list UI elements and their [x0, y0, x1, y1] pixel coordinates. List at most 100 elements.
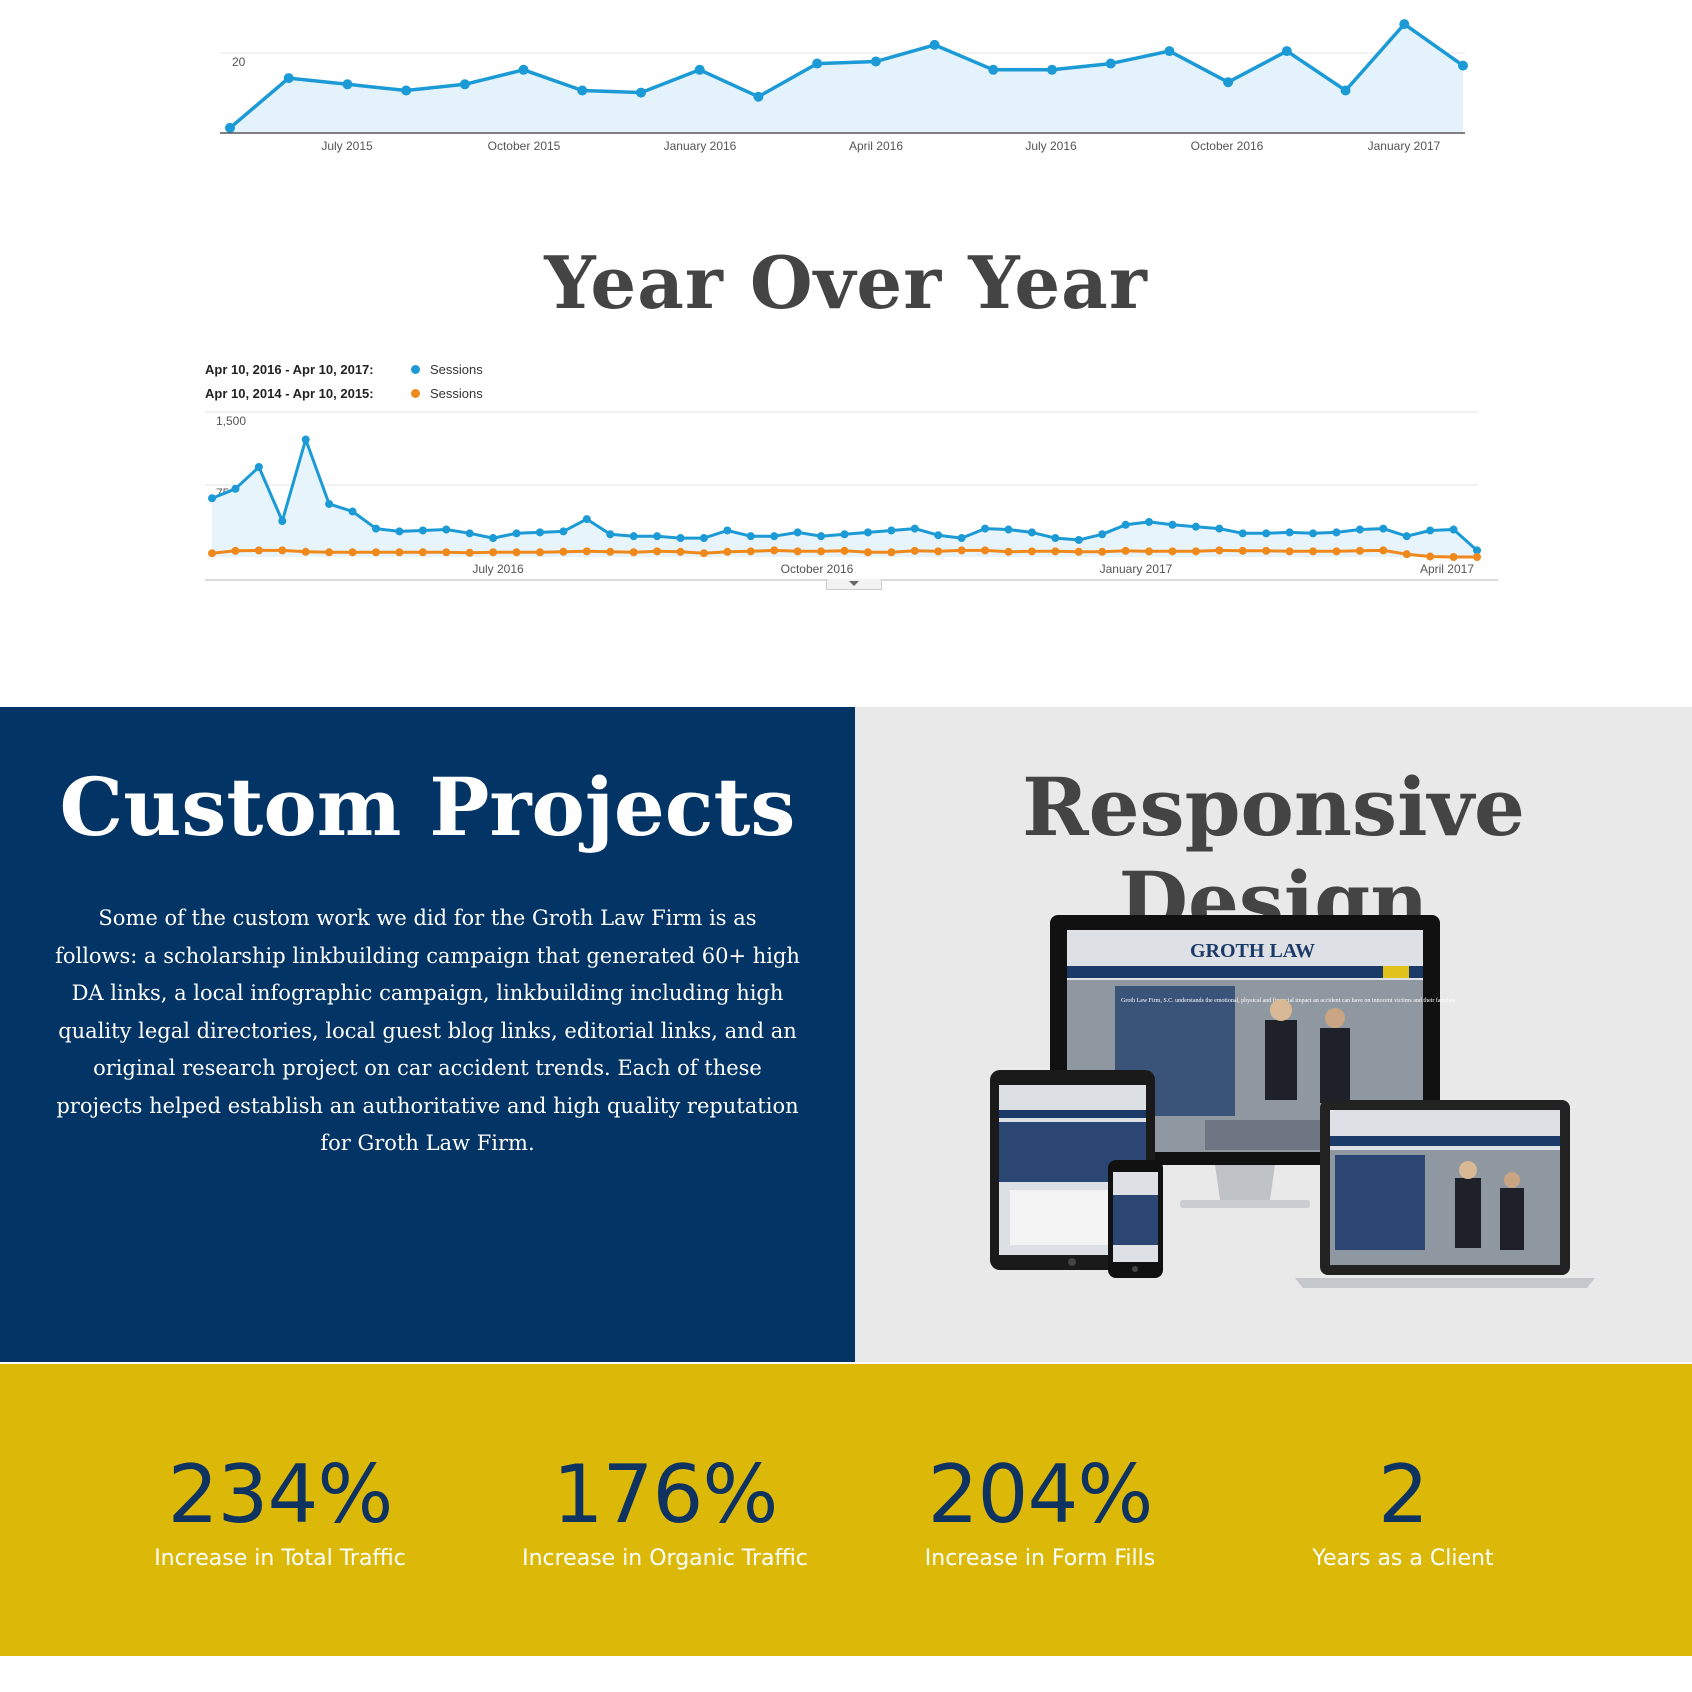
top-chart-point: [1105, 58, 1116, 69]
yoy-current-point: [887, 526, 896, 535]
yoy-previous-point: [606, 547, 615, 556]
top-chart-point: [577, 85, 588, 96]
yoy-previous-point: [1074, 547, 1083, 556]
top-chart-point: [1340, 85, 1351, 96]
yoy-current-point: [723, 526, 732, 535]
top-chart-point: [870, 56, 881, 67]
chart-expand-handle[interactable]: [826, 579, 882, 590]
yoy-current-point: [535, 528, 544, 537]
legend-label: Sessions: [430, 361, 483, 377]
stat-label: Years as a Client: [1312, 1546, 1494, 1571]
yoy-current-point: [1355, 525, 1364, 534]
yoy-previous-point: [301, 547, 310, 556]
legend-range: Apr 10, 2014 - Apr 10, 2015:: [205, 385, 374, 401]
yoy-current-point: [1309, 529, 1318, 538]
legend-label: Sessions: [430, 385, 483, 401]
yoy-current-point: [395, 527, 404, 536]
yoy-previous-point: [1004, 547, 1013, 556]
yoy-current-point: [1027, 528, 1036, 537]
yoy-current-point: [840, 530, 849, 539]
stat-label: Increase in Organic Traffic: [522, 1546, 808, 1571]
yoy-previous-point: [582, 547, 591, 556]
yoy-current-point: [653, 532, 662, 541]
top-chart-point: [1281, 46, 1292, 57]
yoy-previous-point: [465, 548, 474, 557]
top-chart-point: [636, 87, 646, 98]
year-over-year-heading: Year Over Year: [544, 240, 1148, 325]
desktop-screen-text: Groth Law Firm, S.C. understands the emo…: [1121, 997, 1456, 1004]
yoy-current-point: [1402, 532, 1411, 541]
top-chart-point: [518, 64, 529, 75]
stat-total-traffic: 234% Increase in Total Traffic: [90, 1448, 470, 1572]
top-chart-point: [812, 58, 823, 69]
stat-number: 234%: [167, 1448, 394, 1541]
top-chart-point: [1047, 64, 1057, 75]
yoy-previous-point: [934, 547, 943, 556]
top-chart-point: [1223, 77, 1234, 88]
yoy-previous-point: [723, 547, 732, 556]
stat-form-fills: 204% Increase in Form Fills: [850, 1450, 1230, 1572]
yoy-current-point: [934, 531, 943, 540]
top-chart-x-tick: October 2016: [1191, 139, 1264, 153]
yoy-previous-point: [1285, 547, 1294, 556]
yoy-current-point: [1145, 517, 1154, 526]
yoy-previous-point: [371, 548, 380, 557]
yoy-previous-point: [957, 546, 966, 555]
yoy-current-point: [418, 526, 427, 535]
top-chart-point: [929, 39, 940, 50]
yoy-previous-point: [887, 548, 896, 557]
yoy-current-point: [1215, 524, 1224, 533]
results-stats-band: [0, 1364, 1692, 1656]
yoy-current-point: [629, 532, 638, 541]
yoy-current-point: [676, 534, 685, 543]
phone-icon: [1108, 1160, 1163, 1278]
chevron-down-icon: [849, 581, 859, 586]
yoy-previous-point: [535, 548, 544, 557]
yoy-current-point: [278, 517, 287, 526]
top-chart-point: [694, 64, 705, 75]
yoy-previous-point: [653, 547, 662, 556]
legend-dot-blue-icon: [411, 364, 420, 374]
yoy-previous-point: [981, 546, 990, 555]
yoy-current-point: [442, 525, 451, 534]
yoy-previous-point: [676, 547, 685, 556]
yoy-previous-point: [1449, 553, 1458, 561]
top-chart-x-tick: April 2016: [849, 139, 903, 153]
stat-label: Increase in Total Traffic: [154, 1546, 406, 1571]
yoy-previous-point: [1121, 546, 1130, 555]
yoy-current-point: [1262, 529, 1271, 538]
yoy-previous-point: [442, 548, 451, 557]
yoy-current-point: [254, 463, 263, 472]
yoy-current-point: [301, 435, 310, 444]
yoy-chart-area: [212, 439, 1477, 557]
yoy-previous-point: [348, 548, 357, 557]
top-chart-x-tick: January 2016: [664, 139, 737, 153]
yoy-previous-point: [1355, 546, 1364, 555]
legend-range: Apr 10, 2016 - Apr 10, 2017:: [205, 361, 374, 377]
yoy-current-point: [559, 527, 568, 536]
top-chart-x-tick: July 2016: [1025, 139, 1077, 153]
yoy-previous-point: [1145, 547, 1154, 556]
yoy-current-point: [699, 534, 708, 543]
top-chart-point: [1399, 19, 1410, 30]
yoy-previous-point: [231, 546, 240, 555]
yoy-previous-point: [325, 548, 334, 557]
legend-current-period: Apr 10, 2016 - Apr 10, 2017: Sessions: [205, 360, 483, 378]
yoy-current-point: [1285, 528, 1294, 537]
yoy-previous-point: [699, 549, 708, 558]
yoy-previous-point: [1473, 553, 1481, 561]
yoy-current-point: [371, 524, 380, 533]
top-chart-point: [342, 79, 353, 90]
yoy-previous-point: [1215, 546, 1224, 555]
yoy-current-point: [1004, 525, 1013, 534]
yoy-current-point: [1121, 520, 1130, 529]
yoy-previous-point: [1402, 550, 1411, 559]
yoy-x-tick: July 2016: [472, 562, 524, 576]
yoy-current-point: [606, 530, 615, 539]
top-chart-x-tick: July 2015: [321, 139, 373, 153]
yoy-current-point: [981, 524, 990, 533]
yoy-current-point: [231, 484, 240, 493]
top-chart-point: [283, 73, 294, 84]
top-chart-x-tick: October 2015: [488, 139, 561, 153]
